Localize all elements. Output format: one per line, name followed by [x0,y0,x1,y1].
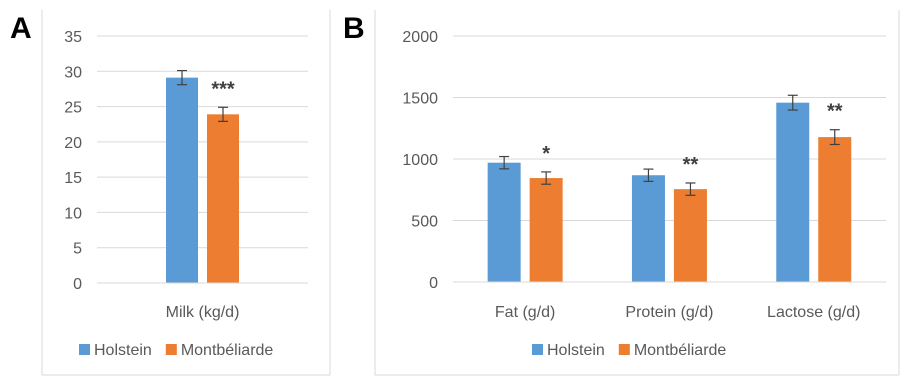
x-category-label: Fat (g/d) [495,304,555,321]
bar [776,102,810,282]
chart-panel-a: A 0 5 10 15 20 25 30 35 *** Milk (kg/d) Holstein Mo… [10,12,308,359]
significance-label: ** [827,101,843,123]
legend-swatch [532,344,543,355]
legend-label: Holstein [547,342,605,359]
legend-label: Holstein [94,342,152,359]
y-tick-label: 20 [64,135,82,152]
legend-label: Montbéliarde [634,342,727,359]
y-tick-label: 500 [411,214,438,231]
significance-label: *** [211,78,235,100]
x-category-label: Protein (g/d) [625,304,713,321]
bar [631,175,665,282]
x-category-label: Milk (kg/d) [166,304,240,321]
bar [487,162,521,282]
x-category-label: Lactose (g/d) [767,304,860,321]
panel-label-b: B [343,12,365,45]
chart-panel-b: B 0 500 1000 1500 2000 * Fat (g/d) ** Protein (g… [343,12,886,359]
significance-label: * [542,143,550,165]
y-tick-label: 30 [64,64,82,81]
y-tick-label: 1500 [402,91,438,108]
y-tick-label: 0 [429,275,438,292]
y-tick-label: 2000 [402,29,438,46]
y-tick-label: 10 [64,205,82,222]
bar [207,114,239,283]
bar [529,178,563,282]
legend-swatch [618,344,630,355]
legend-swatch [165,344,177,355]
y-tick-label: 25 [64,100,82,117]
y-tick-label: 5 [73,241,82,258]
y-tick-label: 1000 [402,152,438,169]
legend-label: Montbéliarde [181,342,274,359]
bar [818,137,852,282]
y-tick-label: 0 [73,276,82,293]
y-tick-label: 35 [64,29,82,46]
bar [673,189,707,282]
significance-label: ** [683,154,699,176]
legend-swatch [79,344,90,355]
panel-label-a: A [10,12,32,45]
y-tick-label: 15 [64,170,82,187]
bar [166,77,198,283]
